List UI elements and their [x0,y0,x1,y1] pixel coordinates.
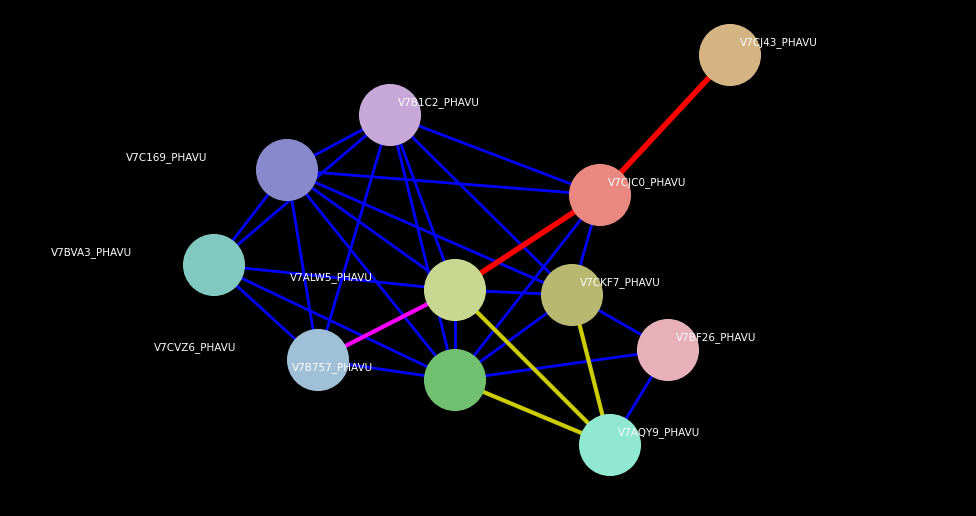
Text: V7CJ43_PHAVU: V7CJ43_PHAVU [740,38,818,49]
Circle shape [638,320,698,380]
Text: V7C169_PHAVU: V7C169_PHAVU [126,153,207,164]
Text: V7AQY9_PHAVU: V7AQY9_PHAVU [618,428,700,439]
Text: V7BF26_PHAVU: V7BF26_PHAVU [676,332,756,344]
Circle shape [542,265,602,325]
Text: V7ALW5_PHAVU: V7ALW5_PHAVU [290,272,373,283]
Circle shape [425,260,485,320]
Circle shape [700,25,760,85]
Text: V7CKF7_PHAVU: V7CKF7_PHAVU [580,278,661,288]
Text: V7CVZ6_PHAVU: V7CVZ6_PHAVU [153,343,236,353]
Circle shape [184,235,244,295]
Circle shape [257,140,317,200]
Circle shape [570,165,630,225]
Text: V7B757_PHAVU: V7B757_PHAVU [292,363,373,374]
Text: V7B1C2_PHAVU: V7B1C2_PHAVU [398,98,480,108]
Circle shape [425,350,485,410]
Circle shape [288,330,348,390]
Circle shape [580,415,640,475]
Text: V7CJC0_PHAVU: V7CJC0_PHAVU [608,178,686,188]
Circle shape [360,85,420,145]
Text: V7BVA3_PHAVU: V7BVA3_PHAVU [51,248,132,259]
